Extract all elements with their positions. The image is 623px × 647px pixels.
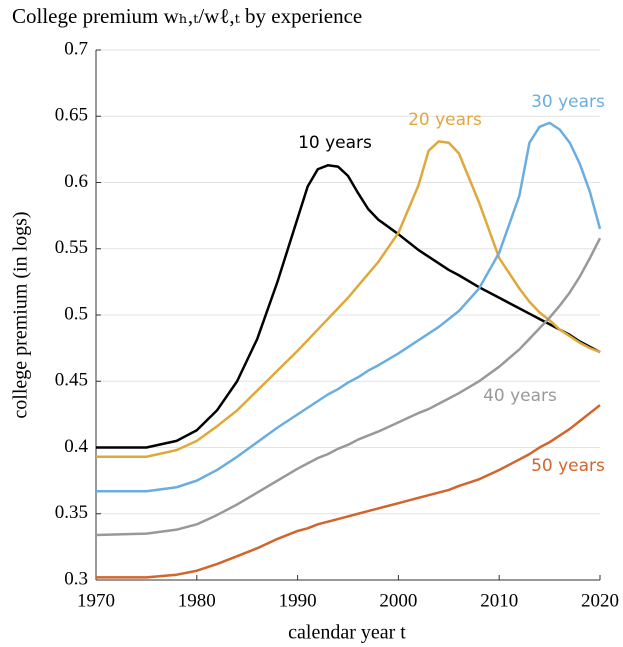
y-tick-label: 0.4 bbox=[64, 436, 88, 457]
y-axis-label: college premium (in logs) bbox=[10, 211, 32, 418]
x-tick-label: 2020 bbox=[581, 590, 619, 611]
series-line bbox=[96, 404, 601, 579]
y-tick-label: 0.6 bbox=[64, 171, 88, 192]
x-tick-label: 1990 bbox=[279, 590, 317, 611]
y-tick-label: 0.45 bbox=[55, 370, 88, 391]
x-tick-label: 2000 bbox=[379, 590, 417, 611]
series-line bbox=[95, 237, 602, 537]
x-tick-label: 1970 bbox=[77, 590, 115, 611]
x-tick-label: 2010 bbox=[480, 590, 518, 611]
y-tick-label: 0.65 bbox=[55, 105, 88, 126]
series-label: 10 years bbox=[298, 133, 372, 153]
series-line bbox=[96, 140, 601, 459]
y-tick-label: 0.7 bbox=[64, 38, 88, 59]
x-tick-label: 1980 bbox=[178, 590, 216, 611]
series-label: 40 years bbox=[483, 386, 557, 406]
x-axis-label: calendar year t bbox=[288, 622, 406, 644]
y-tick-label: 0.55 bbox=[55, 237, 88, 258]
series-label: 50 years bbox=[531, 456, 605, 476]
series-label: 20 years bbox=[408, 110, 482, 130]
chart-title: College premium wₕ,ₜ/wℓ,ₜ by experience bbox=[12, 4, 362, 28]
series-line bbox=[96, 121, 602, 493]
y-tick-label: 0.5 bbox=[64, 303, 88, 324]
series-label: 30 years bbox=[531, 92, 605, 112]
y-tick-label: 0.35 bbox=[55, 502, 88, 523]
y-tick-label: 0.3 bbox=[64, 568, 88, 589]
